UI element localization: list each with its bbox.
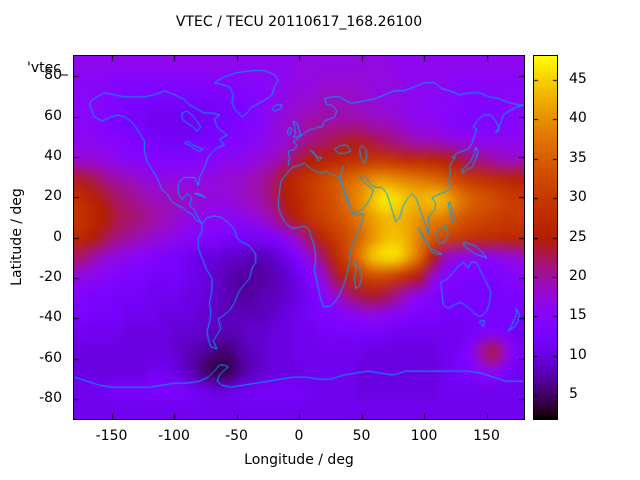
tec-heatmap-canvas [74, 56, 524, 419]
y-tick-label: 80 [44, 67, 62, 84]
colorbar-canvas [534, 56, 557, 419]
x-tick-label: -100 [158, 428, 190, 444]
x-tick-label: 150 [473, 428, 500, 444]
x-tick-label: -50 [225, 428, 248, 444]
y-tick-label: 40 [44, 147, 62, 164]
colorbar-tick-label: 5 [569, 386, 578, 403]
y-tick-label: 60 [44, 107, 62, 124]
y-tick-label: -20 [39, 268, 62, 285]
y-tick-label: -40 [39, 309, 62, 326]
colorbar-tick-label: 45 [569, 70, 587, 87]
colorbar-tick-label: 20 [569, 267, 587, 284]
colorbar-tick-label: 25 [569, 228, 587, 245]
x-tick-label: 0 [294, 428, 304, 444]
y-tick-label: 0 [53, 228, 62, 245]
chart-title: VTEC / TECU 20110617_168.26100 [175, 14, 423, 30]
x-axis-label: Longitude / deg [244, 452, 354, 468]
x-tick-label: -150 [95, 428, 128, 444]
x-tick-label: 100 [410, 428, 438, 444]
plot-area [73, 55, 525, 420]
colorbar-tick-label: 40 [569, 110, 587, 127]
colorbar-tick-label: 15 [569, 307, 587, 324]
x-tick-label: 50 [352, 428, 371, 444]
y-tick-label: 20 [44, 188, 62, 205]
key-label: 'vtec_ [27, 60, 68, 76]
y-tick-label: -80 [39, 389, 62, 406]
y-tick-label: -60 [39, 349, 62, 366]
colorbar [533, 55, 558, 420]
colorbar-tick-label: 10 [569, 346, 587, 363]
colorbar-tick-label: 30 [569, 189, 587, 206]
colorbar-tick-label: 35 [569, 149, 587, 166]
